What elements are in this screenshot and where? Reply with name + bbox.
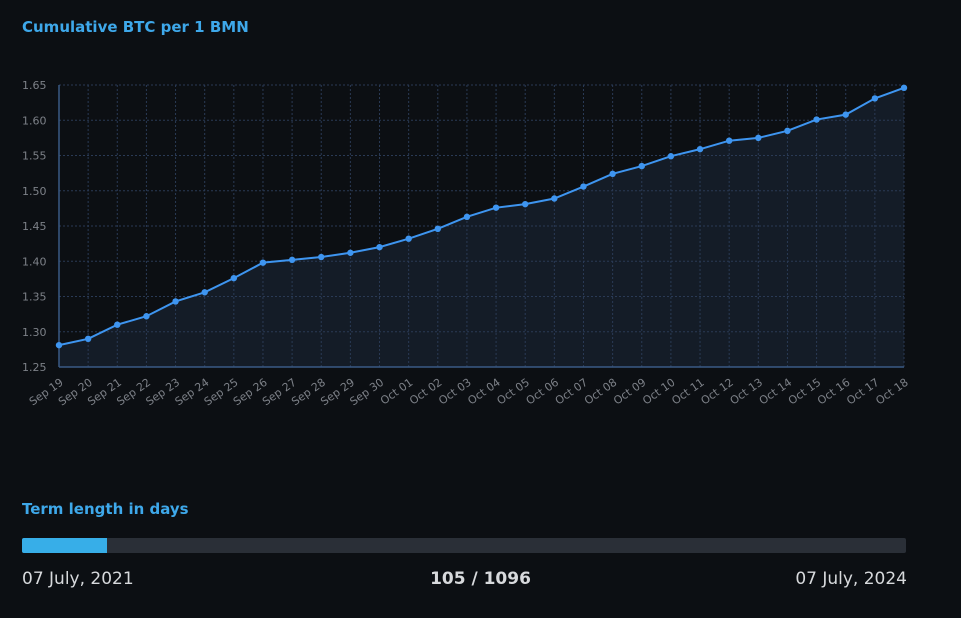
data-point [114, 321, 121, 328]
data-point [609, 170, 616, 178]
data-point [784, 127, 791, 135]
data-point [638, 162, 645, 170]
data-point [667, 153, 675, 160]
term-end-date: 07 July, 2024 [795, 569, 907, 589]
x-tick-label: Oct 02 [407, 376, 444, 408]
series-line [58, 86, 905, 347]
x-tick-label: Oct 15 [786, 376, 823, 408]
data-point [201, 289, 208, 296]
x-tick-label: Oct 12 [699, 376, 736, 408]
x-tick-label: Oct 04 [465, 376, 502, 408]
data-point [318, 253, 325, 261]
y-tick-label: 1.25 [22, 361, 47, 374]
term-progress-fill [22, 538, 107, 553]
data-point [55, 341, 63, 349]
data-point [288, 256, 296, 264]
data-point [551, 195, 558, 202]
data-point [376, 243, 383, 251]
data-point [813, 116, 820, 123]
y-tick-label: 1.50 [22, 185, 47, 198]
x-tick-label: Oct 09 [611, 376, 648, 408]
data-point [463, 213, 471, 221]
x-tick-label: Oct 10 [640, 376, 677, 408]
data-point [172, 298, 179, 305]
data-point [871, 95, 879, 102]
data-point [347, 249, 354, 256]
x-tick-label: Oct 03 [436, 376, 473, 408]
y-tick-label: 1.60 [22, 114, 47, 127]
x-tick-label: Oct 06 [524, 376, 561, 408]
data-point [405, 235, 412, 242]
chart-title: Cumulative BTC per 1 BMN [22, 18, 249, 36]
x-tick-label: Oct 05 [495, 376, 532, 408]
data-point [434, 225, 441, 233]
chart-area-fill [59, 87, 904, 367]
x-tick-label: Oct 07 [553, 376, 590, 408]
data-point [492, 204, 500, 211]
x-tick-label: Oct 18 [873, 376, 910, 408]
x-tick-label: Oct 14 [757, 376, 794, 408]
data-point [143, 313, 150, 320]
data-point [230, 274, 238, 282]
data-point [84, 335, 92, 342]
data-point [842, 111, 849, 118]
y-tick-label: 1.55 [22, 150, 47, 163]
data-point [725, 137, 733, 144]
term-day-count: 105 / 1096 [430, 569, 531, 589]
y-tick-label: 1.65 [22, 79, 47, 92]
data-point [696, 145, 704, 153]
data-point [900, 84, 908, 92]
x-tick-label: Oct 08 [582, 376, 619, 408]
data-point [755, 134, 762, 142]
y-tick-label: 1.45 [22, 220, 47, 233]
data-point [259, 259, 267, 266]
y-tick-label: 1.30 [22, 326, 47, 339]
x-tick-label: Oct 17 [844, 376, 881, 408]
x-tick-label: Oct 13 [728, 376, 765, 408]
y-tick-label: 1.35 [22, 291, 47, 304]
x-tick-label: Oct 01 [378, 376, 415, 408]
data-point [522, 200, 529, 208]
x-tick-label: Oct 11 [669, 376, 706, 408]
data-point [580, 183, 587, 190]
x-tick-label: Sep 30 [347, 376, 386, 409]
btc-chart: 1.65 1.60 1.55 1.50 1.45 1.40 1.35 1.30 1.25 Sep … [22, 79, 911, 409]
y-tick-label: 1.40 [22, 255, 47, 268]
x-tick-label: Oct 16 [815, 376, 852, 408]
term-length-title: Term length in days [22, 500, 189, 518]
term-start-date: 07 July, 2021 [22, 569, 134, 589]
term-progress-bar [22, 538, 906, 553]
